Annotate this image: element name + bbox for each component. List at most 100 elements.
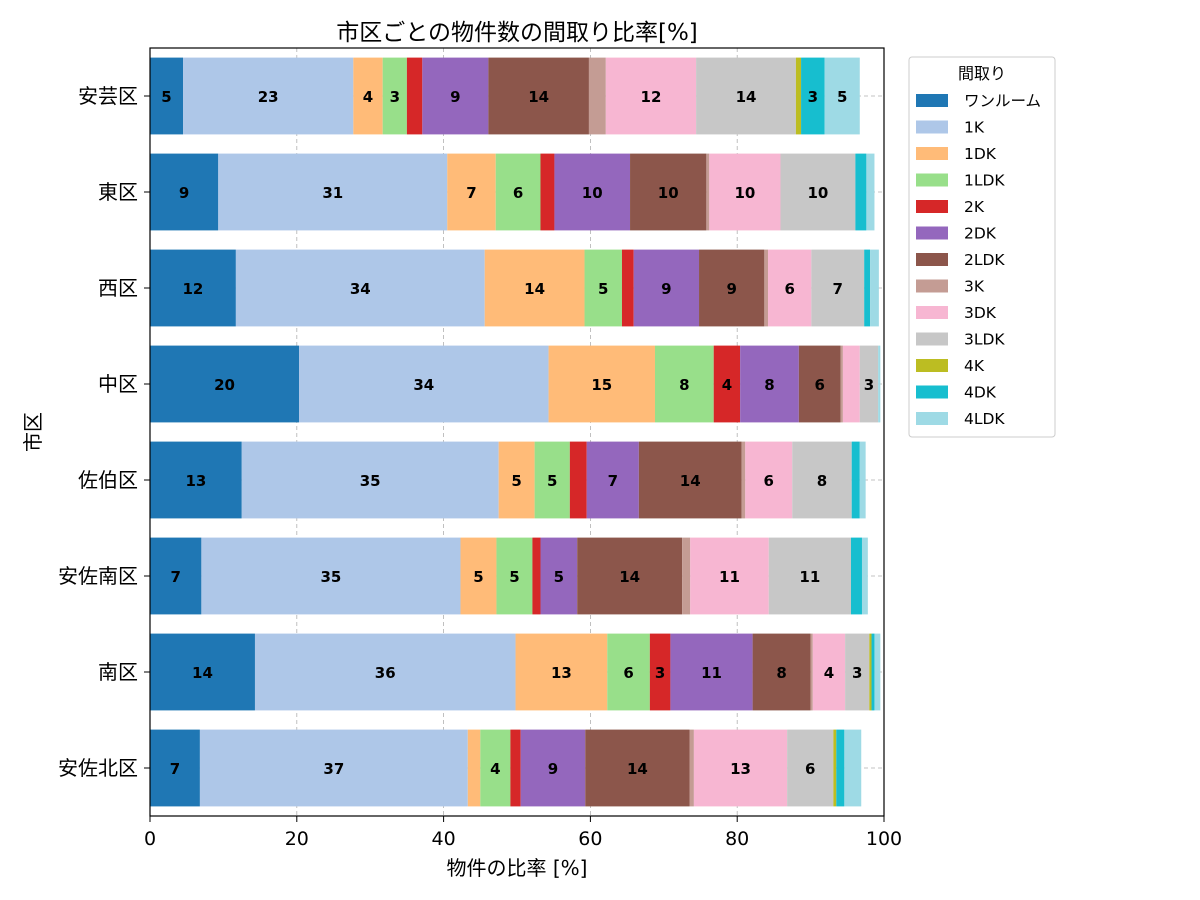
bar-segment — [534, 441, 570, 519]
legend-swatch — [916, 359, 948, 372]
bar-value-label: 10 — [734, 184, 755, 202]
bar-value-label: 3 — [655, 664, 665, 682]
bar-segment — [382, 57, 407, 135]
legend-label: ワンルーム — [964, 92, 1041, 110]
x-tick-label: 40 — [432, 828, 456, 850]
legend-label: 1DK — [964, 145, 997, 163]
bar-value-label: 31 — [322, 184, 343, 202]
bar-segment — [150, 57, 184, 135]
bar-segment — [795, 57, 802, 135]
bar-segment — [842, 345, 860, 423]
bar-segment — [689, 729, 694, 807]
bar-segment — [150, 345, 300, 423]
bar-value-label: 14 — [619, 568, 640, 586]
legend-swatch — [916, 279, 948, 293]
bar-segment — [150, 249, 236, 327]
legend-title: 間取り — [958, 64, 1006, 83]
bar-segment — [510, 729, 521, 807]
bar-value-label: 8 — [776, 664, 786, 682]
bar-segment — [768, 249, 812, 327]
legend-swatch — [916, 226, 948, 240]
bar-segment — [869, 633, 872, 711]
x-axis: 0 20 40 60 80 100 — [144, 816, 902, 850]
legend-label: 3LDK — [964, 331, 1005, 349]
bar-value-label: 4 — [490, 760, 500, 778]
bar-segment — [878, 345, 881, 423]
x-tick-label: 0 — [144, 828, 156, 850]
bar-value-label: 15 — [591, 376, 612, 394]
legend-swatch — [916, 200, 948, 213]
bar-value-label: 5 — [598, 280, 608, 298]
legend-swatch — [916, 412, 948, 425]
bar-segment — [569, 441, 587, 519]
bar-value-label: 6 — [623, 664, 633, 682]
y-tick-label: 中区 — [98, 372, 138, 396]
bar-segment — [836, 729, 845, 807]
bar-value-label: 10 — [582, 184, 603, 202]
bar-segment — [406, 57, 423, 135]
bar-segment — [871, 633, 875, 711]
bar-value-label: 3 — [390, 88, 400, 106]
legend-label: 2DK — [964, 225, 997, 243]
bar-value-label: 35 — [360, 472, 381, 490]
bar-value-label: 10 — [808, 184, 829, 202]
chart-title: 市区ごとの物件数の間取り比率[%] — [336, 20, 698, 46]
bar-segment — [780, 153, 856, 231]
bar-segment — [150, 729, 200, 807]
legend-frame — [908, 56, 1056, 438]
bar-segment — [150, 537, 202, 615]
bar-segment — [752, 633, 811, 711]
y-tick-label: 東区 — [98, 180, 138, 204]
bar-segment — [498, 441, 535, 519]
bar-value-label: 5 — [511, 472, 521, 490]
bar-segment — [586, 441, 639, 519]
y-tick-label: 南区 — [98, 660, 138, 684]
legend-label: 3DK — [964, 304, 997, 322]
bar-value-label: 9 — [179, 184, 189, 202]
bar-segment — [484, 249, 585, 327]
bar-value-label: 3 — [852, 664, 862, 682]
bar-segment — [607, 633, 650, 711]
bar-segment — [706, 153, 710, 231]
bar-segment — [532, 537, 541, 615]
bar-value-label: 14 — [528, 88, 549, 106]
bar-segment — [696, 57, 796, 135]
bar-segment — [864, 249, 871, 327]
bar-value-label: 8 — [764, 376, 774, 394]
bar-value-label: 5 — [547, 472, 557, 490]
bar-value-label: 6 — [513, 184, 523, 202]
bar-segment — [235, 249, 485, 327]
bar-segment — [150, 153, 219, 231]
legend-swatch — [916, 253, 948, 266]
bar-value-label: 14 — [736, 88, 757, 106]
bar-value-label: 36 — [375, 664, 396, 682]
bar-segment — [866, 153, 875, 231]
bar-segment — [638, 441, 742, 519]
bar-segment — [488, 57, 589, 135]
bar-segment — [740, 345, 799, 423]
bar-segment — [670, 633, 753, 711]
bar-segment — [768, 537, 851, 615]
bar-segment — [585, 729, 690, 807]
legend-swatch — [916, 385, 948, 399]
bar-value-label: 4 — [722, 376, 732, 394]
x-tick-label: 100 — [866, 828, 902, 850]
bar-value-label: 7 — [170, 568, 180, 586]
bar-value-label: 6 — [764, 472, 774, 490]
bar-segment — [540, 537, 578, 615]
bar-segment — [855, 153, 867, 231]
bar-segment — [299, 345, 549, 423]
bar-value-label: 3 — [808, 88, 818, 106]
legend-label: 2K — [964, 198, 985, 216]
bar-value-label: 4 — [824, 664, 834, 682]
bar-segment — [844, 729, 862, 807]
legend-label: 3K — [964, 278, 985, 296]
bar-value-label: 7 — [608, 472, 618, 490]
bar-segment — [810, 633, 813, 711]
bar-segment — [812, 633, 846, 711]
bar-segment — [709, 153, 781, 231]
bar-segment — [633, 249, 700, 327]
bar-value-label: 3 — [864, 376, 874, 394]
legend-label: 1LDK — [964, 172, 1005, 190]
